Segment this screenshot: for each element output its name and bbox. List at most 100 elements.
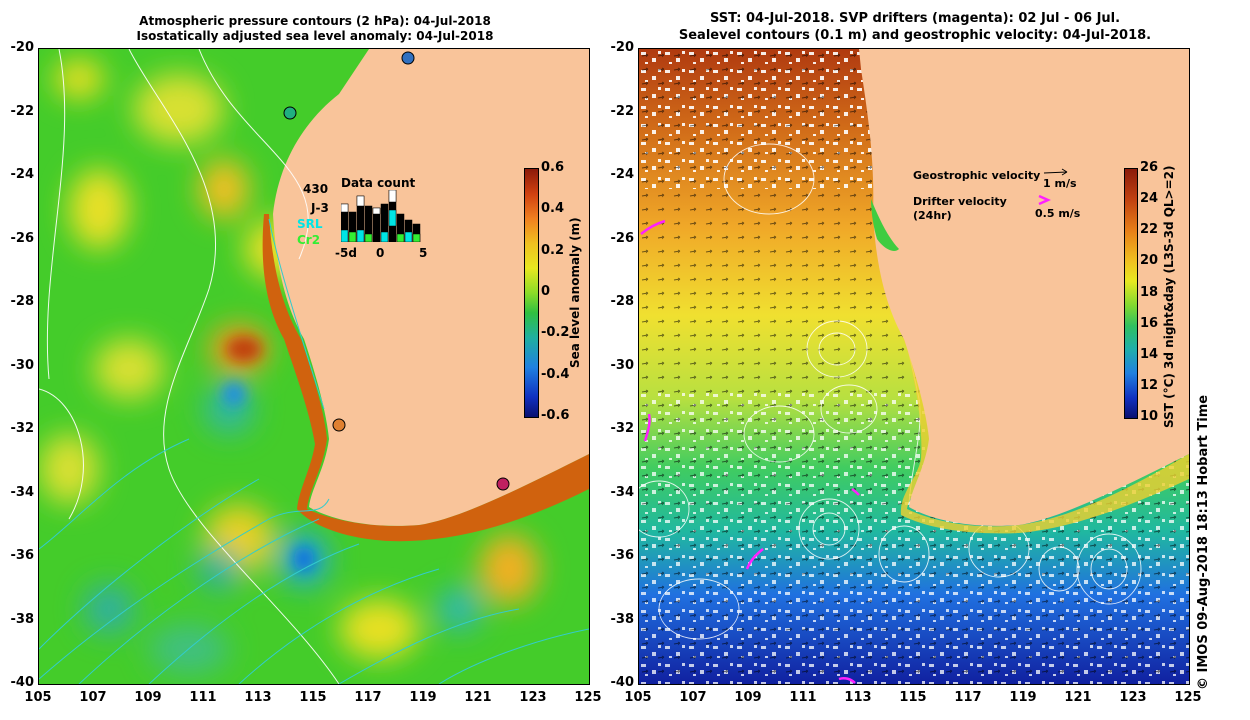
lat-tick: -40 <box>610 675 635 690</box>
colorbar-tick: 18 <box>1140 284 1159 300</box>
lat-tick: -38 <box>10 611 35 627</box>
lat-tick: -32 <box>610 421 635 436</box>
lat-tick: -40 <box>10 675 35 690</box>
left-map-graphic <box>39 49 589 684</box>
lat-tick: -28 <box>10 294 35 309</box>
lat-tick: -22 <box>610 103 635 119</box>
tide-gauges <box>283 51 510 491</box>
lon-tick: 105 <box>24 690 52 705</box>
drifter-velocity-sub: (24hr) <box>913 209 952 222</box>
colorbar-tick: 0.2 <box>541 242 565 258</box>
lon-tick: 121 <box>1064 690 1092 705</box>
land-australia <box>273 49 589 526</box>
left-map[interactable]: 430 Data count J-3 SRL Cr2 -5d 0 5 <box>38 48 590 685</box>
colorbar-tick: 0 <box>541 284 551 299</box>
lat-tick: -34 <box>10 484 35 500</box>
lat-tick: -26 <box>10 230 35 246</box>
right-map[interactable]: Geostrophic velocity 1 m/s Drifter veloc… <box>638 48 1190 685</box>
lon-tick: 123 <box>1119 690 1147 705</box>
colorbar-tick: 0.4 <box>541 201 565 217</box>
lon-tick: 117 <box>354 690 382 705</box>
drifter-arrow-icon <box>1038 195 1051 205</box>
inset-label-j3: J-3 <box>311 201 329 215</box>
sla-field <box>39 59 539 674</box>
lon-tick: 107 <box>79 690 107 705</box>
lon-tick: 109 <box>134 690 162 705</box>
colorbar-tick: -0.4 <box>541 366 570 382</box>
pressure-contours <box>39 49 340 684</box>
inset-bars <box>341 190 421 242</box>
lat-tick: -34 <box>610 484 635 500</box>
lat-tick: -32 <box>10 421 35 436</box>
right-title-line2: Sealevel contours (0.1 m) and geostrophi… <box>678 28 1152 43</box>
cyan-contours <box>39 218 589 684</box>
inset-count: 430 <box>303 182 329 196</box>
inset-xtick-neg5: -5d <box>335 246 357 260</box>
colorbar-tick: -0.2 <box>541 325 570 341</box>
inset-label-cr2: Cr2 <box>297 233 321 247</box>
right-colorbar-label: SST (°C) 3d night&day (L3S-3d QL>=2) <box>1162 165 1176 429</box>
colorbar-tick: -0.6 <box>541 408 570 423</box>
lon-tick: 121 <box>464 690 492 705</box>
lon-tick: 105 <box>624 690 652 705</box>
drifter-velocity-label: Drifter velocity <box>913 195 1007 208</box>
inset-label-srl: SRL <box>297 217 323 231</box>
geo-velocity-arrow-icon <box>1043 168 1068 176</box>
velocity-legend: Geostrophic velocity 1 m/s Drifter veloc… <box>913 167 1133 227</box>
colorbar-tick: 14 <box>1140 346 1159 362</box>
colorbar-tick: 10 <box>1140 409 1159 424</box>
left-colorbar-label: Sea level anomaly (m) <box>568 217 582 368</box>
lat-tick: -30 <box>610 357 635 373</box>
lon-tick: 113 <box>244 690 272 705</box>
colorbar-tick: 0.6 <box>541 160 565 175</box>
lon-tick: 123 <box>519 690 547 705</box>
colorbar-tick: 20 <box>1140 253 1159 269</box>
colorbar-tick: 22 <box>1140 222 1159 238</box>
drifter-velocity-scale: 0.5 m/s <box>1035 207 1081 220</box>
lon-tick: 115 <box>299 690 327 705</box>
lon-tick: 107 <box>679 690 707 705</box>
right-colorbar <box>1124 168 1138 419</box>
colorbar-tick: 16 <box>1140 315 1159 331</box>
land-australia-right <box>859 49 1189 526</box>
inset-title: Data count <box>341 176 416 190</box>
inset-xtick-5: 5 <box>419 246 428 260</box>
lon-tick: 111 <box>189 690 217 705</box>
right-map-graphic <box>639 49 1189 684</box>
right-title: SST: 04-Jul-2018. SVP drifters (magenta)… <box>640 10 1190 44</box>
left-title: Atmospheric pressure contours (2 hPa): 0… <box>40 14 590 44</box>
data-count-inset: 430 Data count J-3 SRL Cr2 -5d 0 5 <box>297 176 437 266</box>
inset-xtick-0: 0 <box>376 246 385 260</box>
lon-tick: 119 <box>1009 690 1037 705</box>
lat-tick: -36 <box>610 548 635 563</box>
left-title-line1: Atmospheric pressure contours (2 hPa): 0… <box>139 14 491 28</box>
lat-tick: -24 <box>610 167 635 182</box>
lon-tick: 111 <box>789 690 817 705</box>
lat-tick: -20 <box>610 40 635 55</box>
geo-velocity-label: Geostrophic velocity <box>913 169 1041 182</box>
lon-tick: 109 <box>734 690 762 705</box>
colorbar-tick: 26 <box>1140 160 1159 175</box>
lon-tick: 125 <box>574 690 602 705</box>
lat-tick: -36 <box>10 548 35 563</box>
right-title-line1: SST: 04-Jul-2018. SVP drifters (magenta)… <box>709 11 1121 26</box>
lat-tick: -22 <box>10 103 35 119</box>
lat-tick: -38 <box>610 611 635 627</box>
lat-tick: -28 <box>610 294 635 309</box>
lon-tick: 117 <box>954 690 982 705</box>
colorbar-tick: 24 <box>1140 191 1159 207</box>
lon-tick: 125 <box>1174 690 1202 705</box>
left-colorbar <box>524 168 539 418</box>
left-title-line2: Isostatically adjusted sea level anomaly… <box>136 29 494 43</box>
lat-tick: -30 <box>10 357 35 373</box>
lat-tick: -20 <box>10 40 35 55</box>
lon-tick: 115 <box>899 690 927 705</box>
lon-tick: 119 <box>409 690 437 705</box>
lat-tick: -24 <box>10 167 35 182</box>
credit-text: © IMOS 09-Aug-2018 18:13 Hobart Time <box>1196 394 1211 690</box>
colorbar-tick: 12 <box>1140 377 1159 393</box>
svp-drifters <box>640 219 860 684</box>
lat-tick: -26 <box>610 230 635 246</box>
lon-tick: 113 <box>844 690 872 705</box>
geo-velocity-scale: 1 m/s <box>1043 177 1077 190</box>
